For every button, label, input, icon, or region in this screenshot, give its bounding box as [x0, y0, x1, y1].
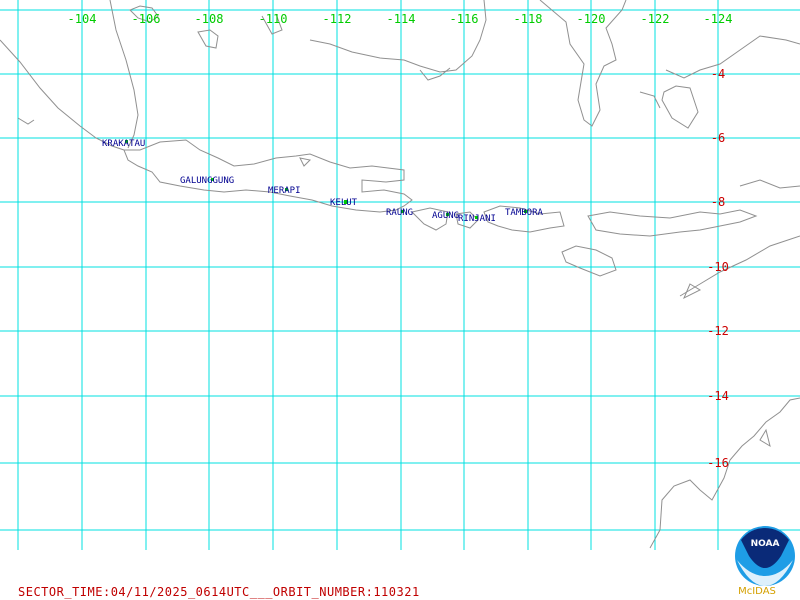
lat-label: -10 [707, 260, 729, 274]
mcidas-caption: McIDAS [738, 586, 776, 597]
lat-label: -16 [707, 456, 729, 470]
lat-label: -4 [711, 67, 725, 81]
coastlines [0, 0, 800, 549]
volcano-label-rinjani: RINJANI [458, 214, 496, 224]
noaa-logo-icon: NOAA [735, 526, 795, 586]
lat-lon-grid [0, 0, 800, 550]
volcano-marker [475, 216, 478, 219]
lon-label: -106 [132, 12, 161, 26]
volcano-label-merapi: MERAPI [268, 186, 301, 196]
volcano-marker [401, 210, 404, 213]
lon-label: -110 [259, 12, 288, 26]
lat-label: -6 [711, 131, 725, 145]
lat-label: -14 [707, 389, 729, 403]
volcano-label-galunggung: GALUNGGUNG [180, 176, 234, 186]
volcano-marker [125, 140, 128, 143]
volcano-marker [446, 213, 449, 216]
volcano-label-kelut: KELUT [330, 198, 358, 208]
lon-label: -122 [641, 12, 670, 26]
volcano-label-tambora: TAMBORA [505, 208, 544, 218]
lon-label: -108 [195, 12, 224, 26]
volcano-label-krakatau: KRAKATAU [102, 139, 145, 149]
lon-label: -116 [450, 12, 479, 26]
lon-label: -104 [68, 12, 97, 26]
volcano-marker [211, 178, 214, 181]
lon-label: -114 [387, 12, 416, 26]
lon-label: -120 [577, 12, 606, 26]
lon-label: -118 [514, 12, 543, 26]
noaa-emblem-text: NOAA [751, 539, 780, 549]
volcano-marker [524, 210, 527, 213]
volcano-marker [344, 200, 348, 204]
sector-time-footer: SECTOR_TIME:04/11/2025_0614UTC___ORBIT_N… [18, 585, 420, 599]
volcano-label-raung: RAUNG [386, 208, 413, 218]
lon-label: -112 [323, 12, 352, 26]
volcano-label-agung: AGUNG [432, 211, 459, 221]
volcano-marker [285, 188, 288, 191]
lon-label: -124 [704, 12, 733, 26]
lat-label: -8 [711, 195, 725, 209]
lat-label: -12 [707, 324, 729, 338]
